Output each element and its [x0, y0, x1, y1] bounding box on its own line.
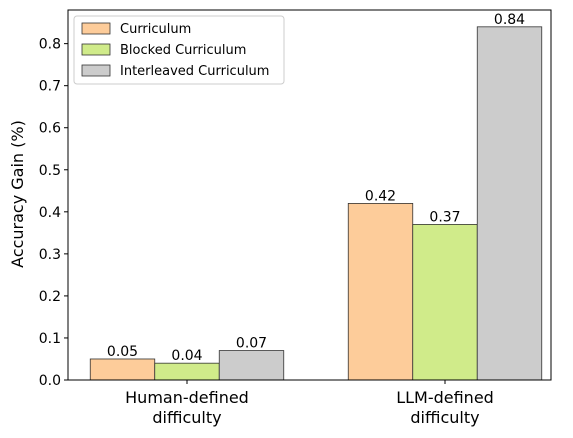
bar — [154, 362, 220, 381]
y-axis-title: Accuracy Gain (%) — [8, 120, 27, 268]
y-tick-label: 0.7 — [39, 79, 61, 95]
data-label: 0.05 — [107, 344, 138, 360]
y-tick-label: 0.6 — [39, 121, 61, 137]
legend: Curriculum Blocked Curriculum Interleaved … — [73, 15, 285, 85]
legend-swatch — [81, 43, 111, 56]
x-tick-label: LLM-defined difficulty — [396, 388, 494, 427]
legend-label: Blocked Curriculum — [120, 43, 246, 58]
legend-label: Curriculum — [120, 22, 191, 37]
y-tick-label: 0.1 — [39, 331, 61, 347]
bar — [476, 26, 543, 381]
axes-frame — [67, 9, 552, 381]
y-tick-label: 0.5 — [39, 163, 61, 179]
y-tick-label: 0.0 — [39, 373, 61, 389]
x-tick-label: Human-defined difficulty — [125, 388, 249, 427]
data-label: 0.37 — [429, 209, 460, 225]
y-tick-label: 0.8 — [39, 37, 61, 53]
legend-swatch — [81, 64, 111, 77]
y-tick-label: 0.2 — [39, 289, 61, 305]
y-tick-label: 0.4 — [39, 205, 61, 221]
bar — [412, 224, 478, 381]
y-tick-label: 0.3 — [39, 247, 61, 263]
data-label: 0.07 — [236, 336, 267, 352]
data-label: 0.04 — [171, 348, 202, 364]
data-label: 0.84 — [494, 12, 525, 28]
bar — [89, 358, 156, 381]
legend-swatch — [81, 22, 111, 35]
plot-area: 0.05 0.42 0.04 0.37 0.07 0.84 0.0 0.1 0.2 0.3 0.4 0… — [39, 9, 552, 427]
bar — [218, 350, 285, 381]
legend-label: Interleaved Curriculum — [120, 64, 269, 79]
data-label: 0.42 — [365, 188, 396, 204]
bar — [347, 203, 414, 381]
legend-box — [73, 15, 285, 85]
